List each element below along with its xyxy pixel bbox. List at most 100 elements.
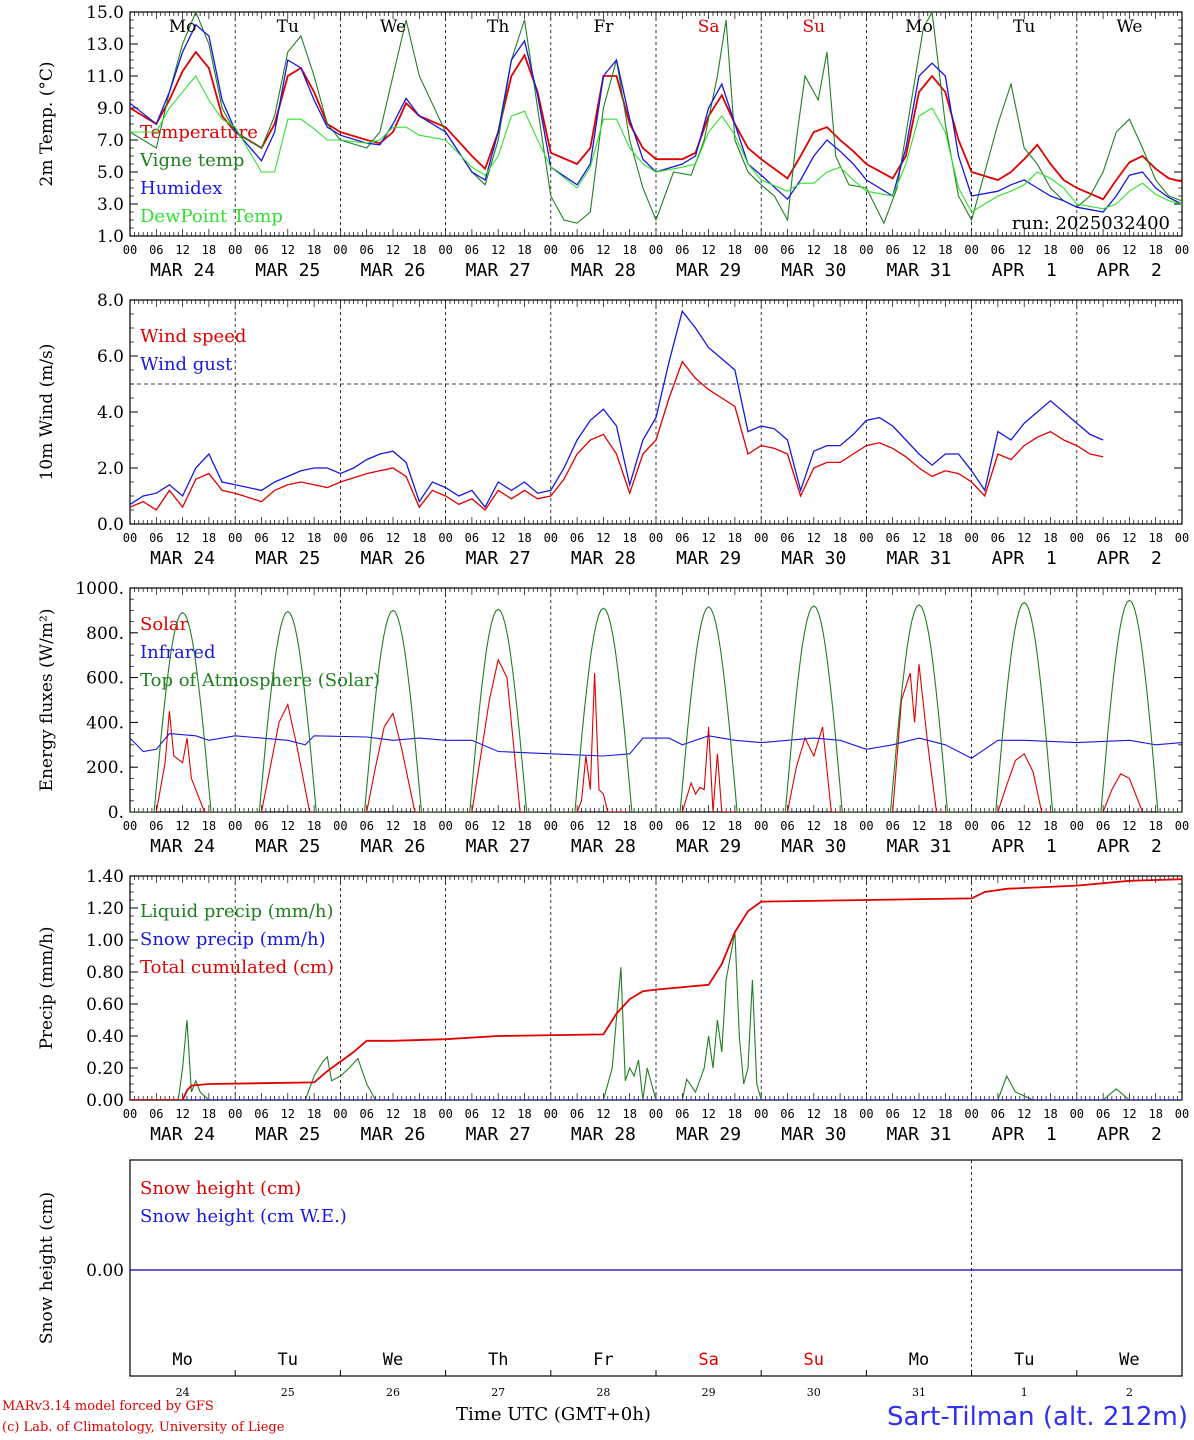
y-tick-label: 1.40 [86,867,124,887]
hour-tick-label: 00 [123,243,137,257]
day-number-label: 2 [1126,1386,1133,1399]
hour-tick-label: 06 [254,531,268,545]
hour-tick-label: 12 [596,819,610,833]
hour-tick-label: 12 [1122,531,1136,545]
hour-tick-label: 18 [1148,819,1162,833]
legend-entry: Infrared [140,642,215,663]
date-label: MAR 24 [150,836,215,857]
day-label: Mo [909,1350,929,1370]
hour-tick-label: 06 [885,531,899,545]
y-tick-label: 1000. [75,579,124,599]
y-tick-label: 1.00 [86,931,124,951]
day-label: We [1116,17,1142,37]
hour-tick-label: 12 [912,1107,926,1121]
hour-tick-label: 12 [596,531,610,545]
hour-tick-label: 18 [622,531,636,545]
date-label: MAR 29 [676,1124,741,1145]
panel-frame [129,587,1183,813]
hour-tick-label: 12 [807,243,821,257]
hour-tick-label: 00 [123,819,137,833]
y-tick-label: 15.0 [86,3,124,23]
legend-entry: Humidex [140,178,222,199]
y-axis-title: Energy fluxes (W/m²) [37,609,57,792]
hour-tick-label: 18 [833,1107,847,1121]
hour-tick-label: 00 [1070,243,1084,257]
hour-tick-label: 06 [1096,243,1110,257]
hour-tick-label: 18 [728,1107,742,1121]
hour-tick-label: 06 [465,819,479,833]
hour-tick-label: 18 [412,531,426,545]
day-label: Mo [172,1350,192,1370]
day-label: Sa [698,17,720,37]
hour-tick-label: 18 [622,1107,636,1121]
hour-tick-label: 12 [1017,531,1031,545]
date-label: MAR 25 [255,260,320,281]
hour-tick-label: 18 [202,1107,216,1121]
panel-1: 00 06 12 18 00 06 12 18 00 06 12 18 00 06 12 18 00 06 12 18… [37,3,1189,281]
hour-tick-label: 06 [991,243,1005,257]
y-tick-label: 13.0 [86,35,124,55]
hour-tick-label: 18 [517,531,531,545]
hour-tick-label: 12 [175,531,189,545]
series-line-dewpoint-temp [130,75,1182,213]
day-label: Fr [593,1350,613,1370]
hour-tick-label: 12 [807,531,821,545]
date-label: MAR 27 [466,836,531,857]
hour-tick-label: 00 [438,243,452,257]
hour-tick-label: 18 [728,531,742,545]
y-tick-label: 2.0 [97,459,124,479]
hour-tick-label: 06 [570,819,584,833]
y-tick-label: 600. [86,669,124,689]
hour-tick-label: 06 [1096,1107,1110,1121]
legend-entry: Top of Atmosphere (Solar) [140,670,380,691]
run-label: run: 2025032400 [1012,213,1170,234]
day-label: Sa [698,1350,718,1370]
hour-tick-label: 18 [938,531,952,545]
hour-tick-label: 06 [1096,531,1110,545]
hour-tick-label: 00 [964,819,978,833]
hour-tick-label: 06 [991,1107,1005,1121]
hour-tick-label: 12 [807,819,821,833]
date-label: MAR 26 [360,260,425,281]
date-label: MAR 28 [571,836,636,857]
hour-tick-label: 06 [149,1107,163,1121]
series-line-vigne-temp [130,12,1182,225]
hour-tick-label: 12 [386,1107,400,1121]
date-label: MAR 28 [571,260,636,281]
hour-tick-label: 06 [465,243,479,257]
legend-entry: DewPoint Temp [140,206,283,227]
hour-tick-label: 12 [491,819,505,833]
day-label: Tu [278,1350,298,1370]
day-number-label: 30 [807,1386,821,1399]
day-label: We [380,17,406,37]
day-number-label: 25 [281,1386,295,1399]
hour-tick-label: 06 [359,243,373,257]
hour-tick-label: 06 [675,243,689,257]
day-number-label: 31 [912,1386,926,1399]
hour-tick-label: 06 [359,819,373,833]
y-tick-label: 0.0 [97,515,124,535]
hour-tick-label: 18 [1043,243,1057,257]
hour-tick-label: 06 [991,819,1005,833]
series-line-wind-speed [130,360,1104,511]
hour-tick-label: 18 [412,819,426,833]
hour-tick-label: 12 [701,243,715,257]
day-number-label: 29 [702,1386,716,1399]
hour-tick-label: 00 [649,531,663,545]
hour-tick-label: 00 [754,1107,768,1121]
series-line-solar [130,658,1144,812]
panel-2: 00 06 12 18 00 06 12 18 00 06 12 18 00 06 12 18 00 06 12 18… [37,291,1189,569]
hour-tick-label: 00 [1070,1107,1084,1121]
hour-tick-label: 12 [1122,819,1136,833]
hour-tick-label: 00 [1070,531,1084,545]
hour-tick-label: 12 [491,531,505,545]
hour-tick-label: 06 [570,531,584,545]
lab-credit: (c) Lab. of Climatology, University of L… [2,1420,285,1435]
day-label: Th [488,1350,508,1370]
hour-tick-label: 06 [885,819,899,833]
date-label: MAR 30 [781,836,846,857]
date-label: MAR 25 [255,548,320,569]
hour-tick-label: 00 [859,1107,873,1121]
y-tick-label: 400. [86,713,124,733]
